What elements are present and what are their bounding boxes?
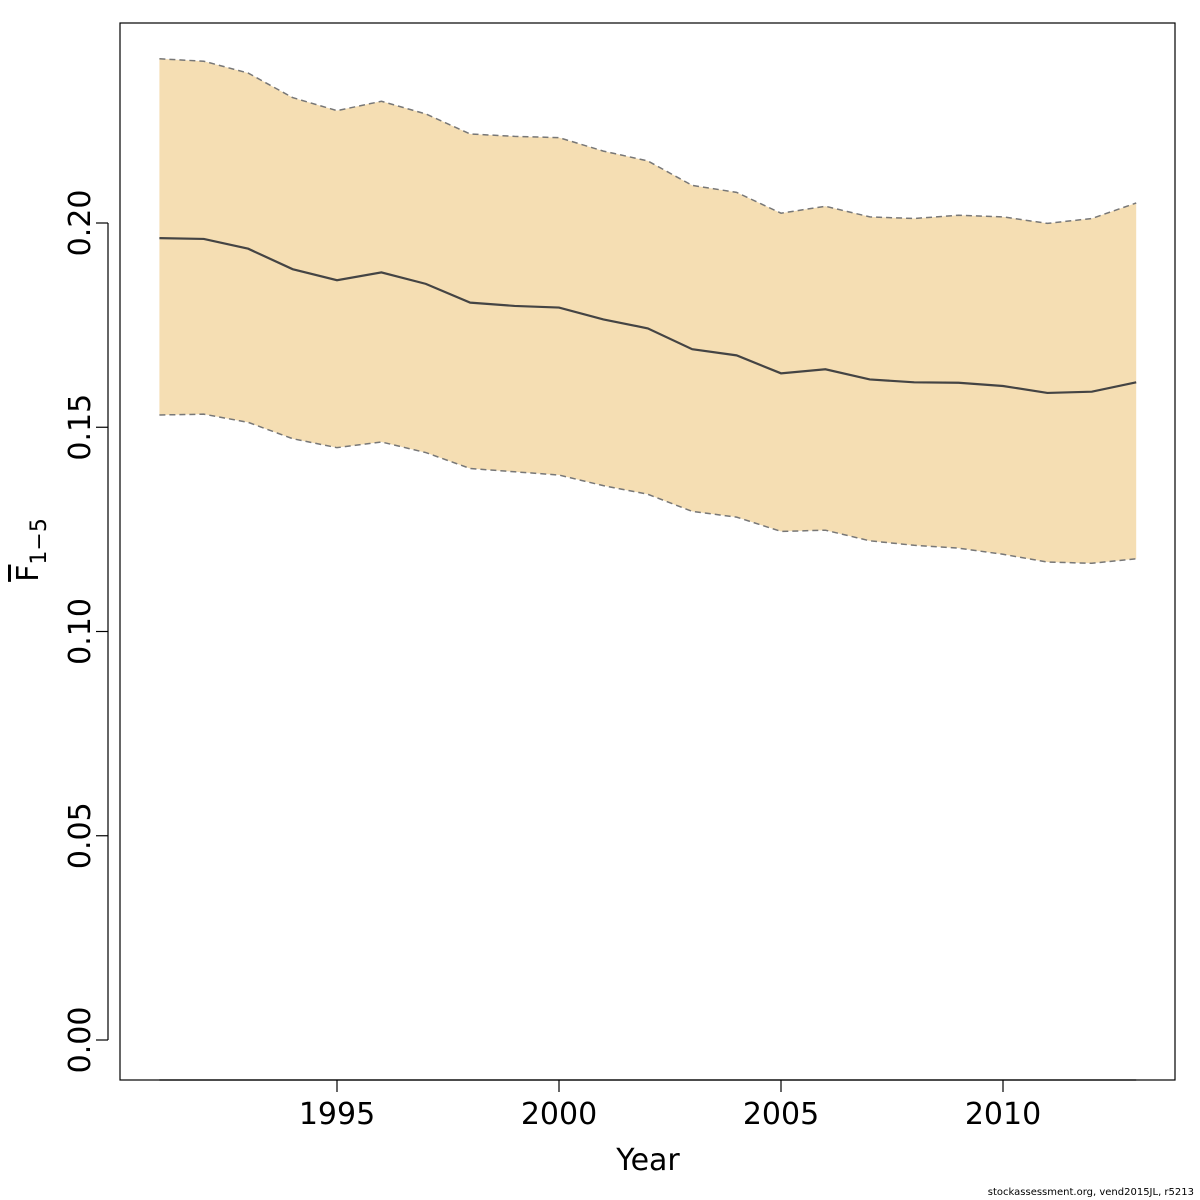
y-tick-label: 0.00 xyxy=(63,1007,98,1074)
confidence-band xyxy=(159,58,1137,564)
y-axis-title: F1−5 xyxy=(11,518,52,582)
upper-bound-line xyxy=(159,58,1137,225)
y-axis-title-subscript: 1−5 xyxy=(27,518,52,564)
x-tick-label: 2005 xyxy=(743,1097,819,1132)
x-tick-label: 1995 xyxy=(299,1097,375,1132)
y-tick-label: 0.05 xyxy=(63,802,98,869)
x-axis: 1995 2000 2005 2010 xyxy=(159,1079,1137,1132)
y-axis-title-main: F xyxy=(11,565,46,582)
y-tick-label: 0.10 xyxy=(63,598,98,665)
x-tick-label: 2010 xyxy=(965,1097,1041,1132)
footer-note: stockassessment.org, vend2015JL, r5213 xyxy=(987,1187,1194,1198)
x-tick-label: 2000 xyxy=(521,1097,597,1132)
x-axis-title: Year xyxy=(615,1143,680,1178)
y-axis: 0.00 0.05 0.10 0.15 0.20 xyxy=(63,190,109,1074)
series-lines-layer xyxy=(159,58,1137,565)
y-tick-label: 0.15 xyxy=(63,394,98,461)
y-tick-label: 0.20 xyxy=(63,190,98,257)
estimate-line xyxy=(159,237,1137,395)
confidence-band-layer xyxy=(159,58,1137,564)
lower-bound-line xyxy=(159,413,1137,565)
